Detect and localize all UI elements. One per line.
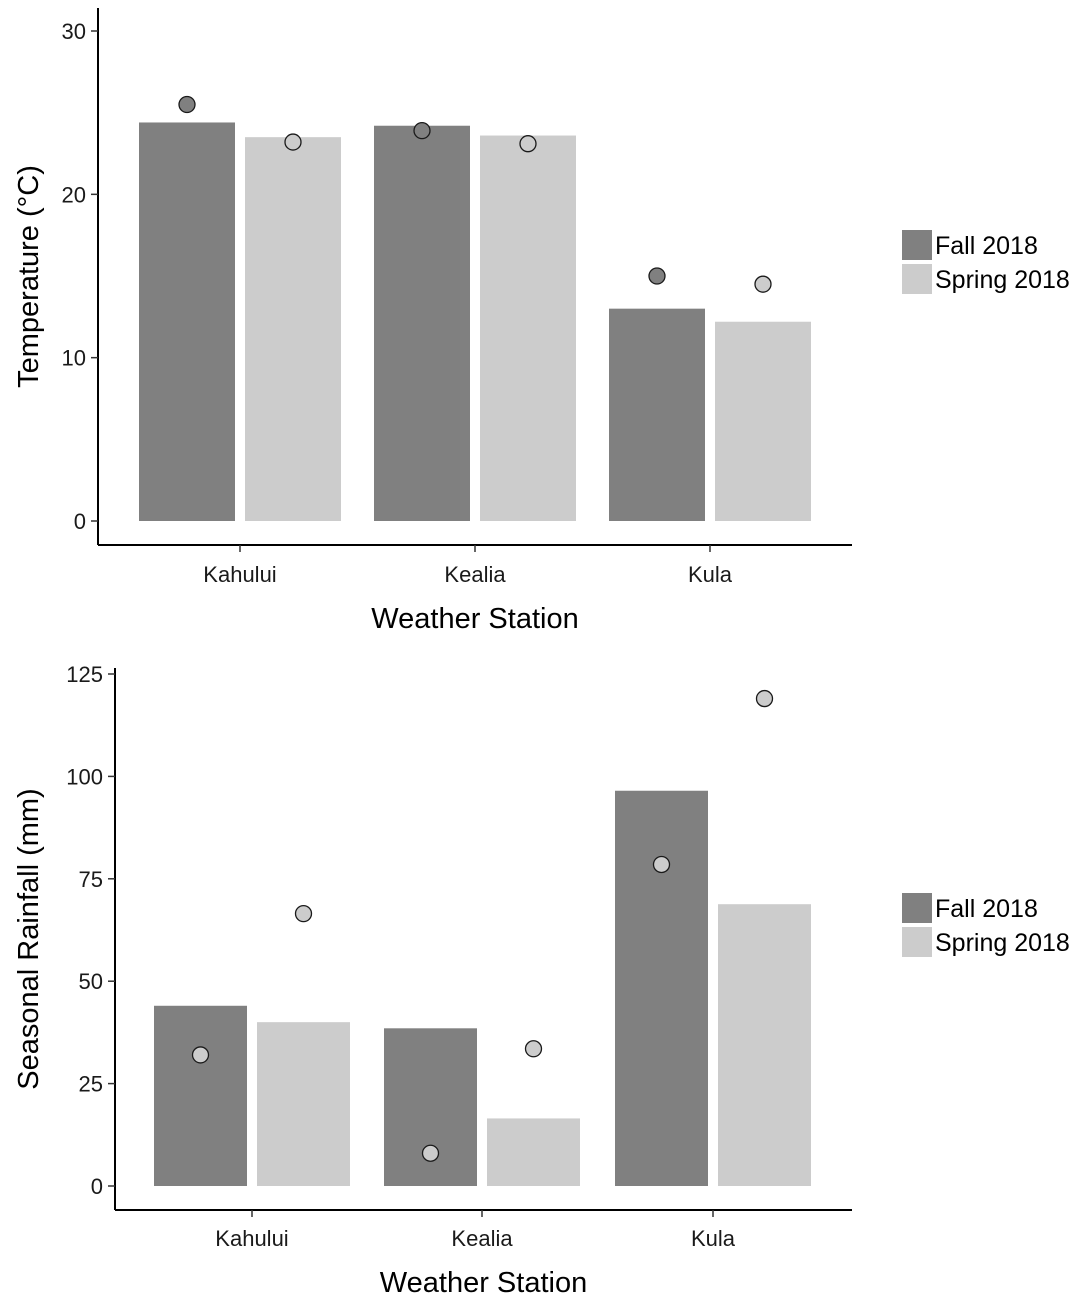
rainfall-chart: 0 25 50 75 100 125 Kahului Kealia Kula Weather St… <box>13 662 1070 1297</box>
y-tick-label: 0 <box>74 509 86 534</box>
bar-spring-2018-kealia <box>480 135 576 522</box>
bar-fall-2018-kealia <box>384 1028 477 1186</box>
point-spring-2018-kahului <box>294 904 313 923</box>
bar-spring-2018-kula <box>715 321 811 521</box>
legend-swatch-fall-2018 <box>902 230 932 260</box>
bar-fall-2018-kahului <box>154 1005 247 1186</box>
y-axis-title: Seasonal Rainfall (mm) <box>13 788 45 1089</box>
y-tick-label: 50 <box>79 969 103 994</box>
y-tick-label: 0 <box>91 1174 103 1199</box>
bar-spring-2018-kahului <box>257 1022 350 1186</box>
y-axis-title: Temperature (°C) <box>13 165 45 388</box>
y-tick-label: 25 <box>79 1072 103 1097</box>
point-fall-2018-kula <box>652 855 671 874</box>
y-tick-label: 30 <box>62 19 86 44</box>
y-tick-label: 20 <box>62 182 86 207</box>
point-fall-2018-kula <box>648 267 666 285</box>
bar-fall-2018-kula <box>615 790 708 1186</box>
point-spring-2018-kealia <box>524 1040 543 1058</box>
legend-swatch-spring-2018 <box>902 927 932 957</box>
x-tick-label-kula: Kula <box>691 1226 736 1251</box>
x-tick-label-kahului: Kahului <box>215 1226 288 1251</box>
legend-label-fall-2018: Fall 2018 <box>935 895 1038 923</box>
point-fall-2018-kealia <box>413 121 431 140</box>
point-fall-2018-kealia <box>421 1144 440 1162</box>
x-tick-label-kahului: Kahului <box>203 562 276 587</box>
bar-fall-2018-kahului <box>139 122 235 521</box>
legend-label-spring-2018: Spring 2018 <box>935 929 1070 957</box>
point-spring-2018-kahului <box>284 133 302 151</box>
bar-spring-2018-kahului <box>245 137 341 521</box>
point-fall-2018-kahului <box>178 95 196 114</box>
legend-swatch-fall-2018 <box>902 893 932 923</box>
bar-fall-2018-kealia <box>374 125 470 521</box>
x-tick-label-kula: Kula <box>688 562 733 587</box>
x-tick-label-kealia: Kealia <box>451 1226 513 1251</box>
point-spring-2018-kula <box>755 689 774 708</box>
bar-fall-2018-kula <box>609 308 705 521</box>
legend-label-spring-2018: Spring 2018 <box>935 266 1070 294</box>
x-axis-title: Weather Station <box>380 1267 587 1297</box>
y-tick-label: 75 <box>79 867 103 892</box>
legend-label-fall-2018: Fall 2018 <box>935 232 1038 260</box>
bar-spring-2018-kealia <box>487 1118 580 1186</box>
legend-swatch-spring-2018 <box>902 264 932 294</box>
x-tick-label-kealia: Kealia <box>444 562 506 587</box>
y-tick-label: 10 <box>62 346 86 371</box>
point-fall-2018-kahului <box>191 1046 210 1064</box>
y-tick-label: 100 <box>66 764 103 789</box>
x-axis-title: Weather Station <box>371 603 578 635</box>
y-tick-label: 125 <box>66 662 103 687</box>
point-spring-2018-kealia <box>519 135 537 153</box>
bar-spring-2018-kula <box>718 904 811 1186</box>
point-spring-2018-kula <box>754 275 772 293</box>
temperature-chart: 0 10 20 30 Kahului Kealia Kula Weather Station T… <box>13 8 1070 635</box>
